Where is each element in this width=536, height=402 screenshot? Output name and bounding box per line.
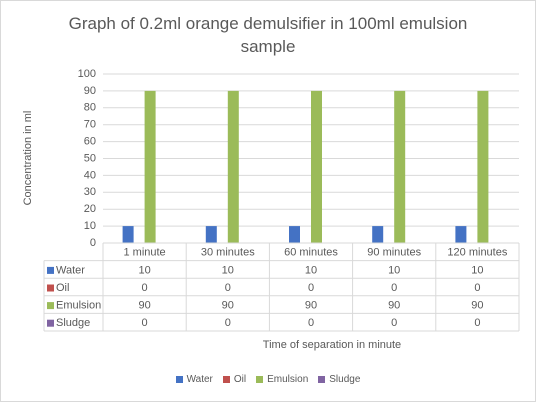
table-cell-value: 0 [474,317,480,329]
table-cell-value: 0 [391,317,397,329]
table-series-label: Oil [56,282,69,294]
table-cell-value: 90 [222,300,234,312]
table-series-label: Sludge [56,317,90,329]
table-cell-value: 0 [474,282,480,294]
legend-swatch [222,376,230,383]
table-cell-value: 10 [305,264,317,276]
y-tick-label: 0 [90,237,96,249]
table-cell-value: 90 [138,300,150,312]
bar-water-1 [122,226,134,243]
x-category-label: 1 minute [123,247,165,259]
y-tick-label: 60 [84,136,96,148]
x-category-label: 60 minutes [284,247,338,259]
table-legend-key [47,302,54,310]
table-cell-value: 0 [225,317,231,329]
table-legend-key [47,319,54,327]
table-cell-value: 0 [391,282,397,294]
y-tick-label: 40 [84,169,96,181]
table-series-label: Emulsion [56,300,101,312]
y-tick-label: 100 [78,68,96,80]
legend: Water Oil Emulsion Sludge [0,374,536,385]
legend-swatch [256,376,264,383]
table-cell-value: 10 [138,264,150,276]
bar-emulsion-2 [227,90,239,244]
x-axis-title: Time of separation in minute [262,339,402,351]
table-legend-key [47,266,54,274]
table-series-label: Water [56,264,85,276]
y-tick-label: 50 [84,152,96,164]
y-tick-label: 90 [84,85,96,97]
legend-label: Water [186,374,213,385]
y-tick-label: 20 [84,203,96,215]
y-tick-label: 80 [84,102,96,114]
table-cell-value: 90 [388,300,400,312]
bar-water-5 [455,226,467,243]
legend-item-sludge: Sludge [318,374,360,385]
y-tick-label: 10 [84,220,96,232]
table-cell-value: 10 [222,264,234,276]
legend-swatch [175,376,183,383]
legend-label: Emulsion [267,374,309,385]
x-category-label: 90 minutes [367,247,421,259]
table-cell-value: 90 [305,300,317,312]
legend-label: Oil [233,374,247,385]
chart-title: Graph of 0.2ml orange demulsifier in 100… [68,14,468,56]
bar-emulsion-3 [311,90,322,244]
table-cell-value: 90 [471,300,483,312]
bar-water-3 [289,226,300,243]
table-cell-value: 0 [308,282,314,294]
legend-label: Sludge [329,374,361,385]
table-cell-value: 0 [142,317,148,329]
x-category-label: 30 minutes [201,247,255,259]
bar-emulsion-5 [477,90,489,244]
bar-water-2 [205,226,217,243]
y-tick-label: 30 [84,186,96,198]
legend-item-emulsion: Emulsion [256,374,308,385]
bar-water-4 [372,226,384,243]
bar-emulsion-1 [144,90,156,244]
legend-item-oil: Oil [222,374,247,385]
legend-swatch [318,376,326,383]
bar-emulsion-4 [394,90,406,244]
table-cell-value: 0 [142,282,148,294]
legend-item-water: Water [175,374,213,385]
table-legend-key [47,284,54,292]
table-cell-value: 10 [388,264,400,276]
y-tick-label: 70 [84,119,96,131]
x-category-label: 120 minutes [447,247,507,259]
table-cell-value: 10 [471,264,483,276]
table-cell-value: 0 [225,282,231,294]
table-cell-value: 0 [308,317,314,329]
